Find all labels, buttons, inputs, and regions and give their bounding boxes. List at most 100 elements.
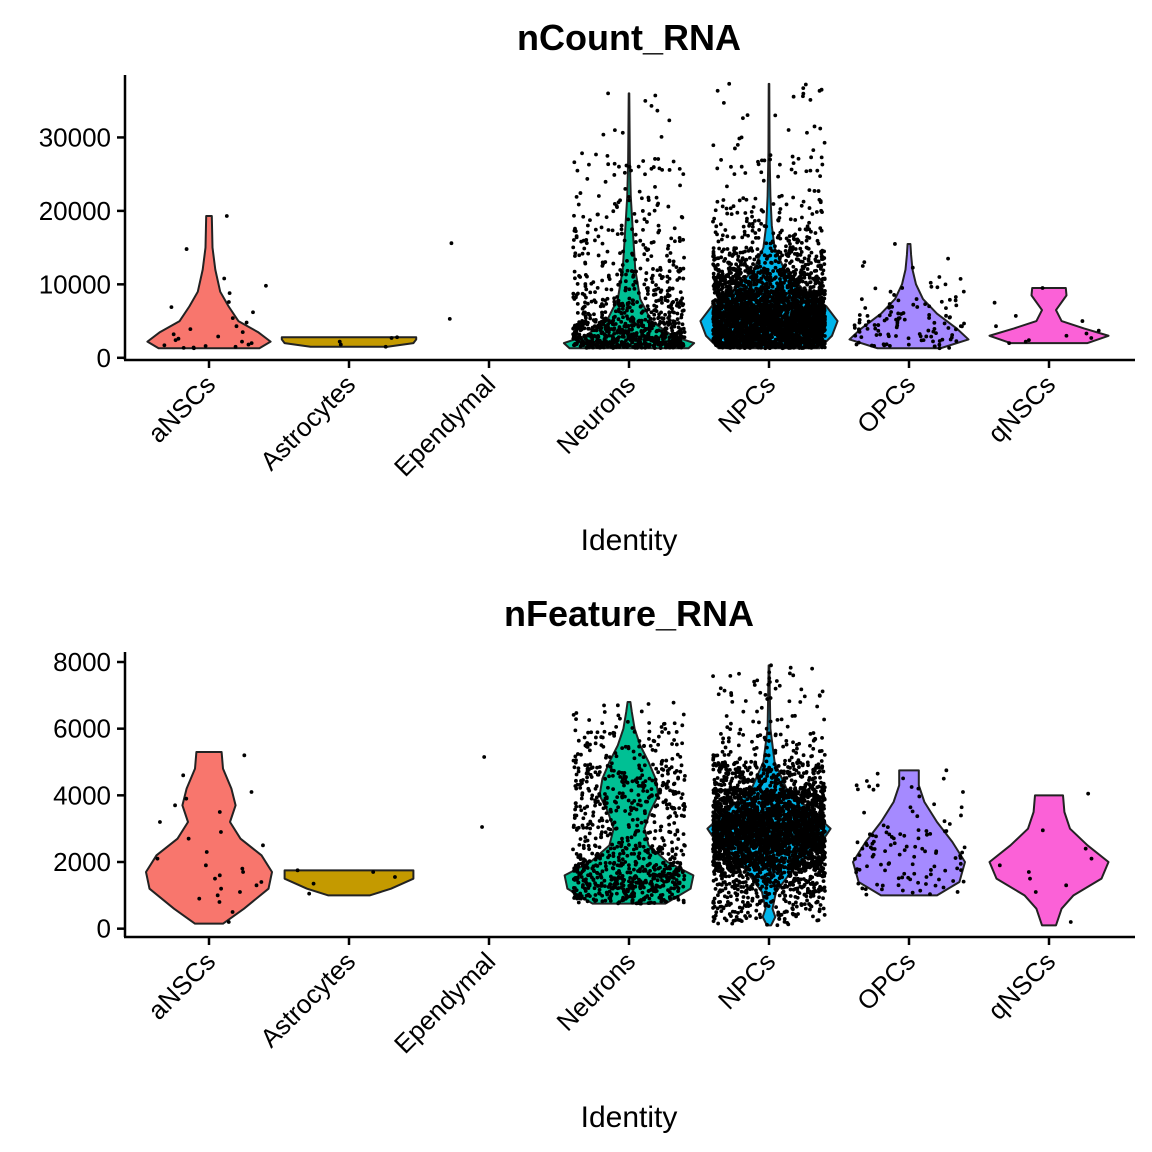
data-point (571, 238, 576, 242)
data-point (588, 826, 593, 831)
data-point (621, 249, 625, 254)
data-point (665, 785, 670, 790)
data-point (625, 301, 630, 306)
data-point (728, 287, 732, 292)
data-point (588, 316, 593, 321)
data-point (580, 151, 584, 156)
data-point (768, 157, 772, 162)
data-point (737, 341, 742, 346)
data-point (749, 209, 754, 214)
data-point (626, 330, 631, 335)
data-point (670, 286, 675, 291)
data-point (646, 195, 651, 200)
data-point (572, 269, 577, 274)
data-point (893, 242, 897, 246)
data-point (615, 336, 620, 341)
data-point (1040, 286, 1045, 290)
data-point (571, 291, 576, 296)
data-point (857, 317, 862, 322)
data-point (762, 253, 767, 258)
data-point (789, 327, 794, 332)
data-point (640, 864, 645, 869)
data-point (932, 344, 937, 349)
data-point (603, 179, 608, 184)
data-point (583, 811, 588, 816)
data-point (614, 203, 619, 208)
data-point (807, 298, 812, 303)
data-point (659, 288, 664, 293)
data-point (946, 256, 950, 261)
data-point (622, 783, 626, 788)
data-point (571, 332, 576, 337)
data-point (953, 295, 958, 299)
data-point (792, 233, 796, 238)
data-point (609, 761, 614, 766)
data-point (793, 170, 798, 175)
data-point (577, 253, 582, 258)
data-point (715, 262, 720, 267)
y-tick-label: 4000 (53, 780, 111, 810)
data-point (739, 306, 744, 311)
data-point (876, 323, 881, 327)
data-point (615, 795, 620, 799)
data-point (592, 886, 597, 891)
data-point (947, 345, 952, 350)
data-point (776, 260, 781, 265)
data-point (663, 312, 668, 317)
data-point (765, 255, 770, 260)
data-point (755, 278, 760, 283)
data-point (641, 159, 646, 163)
data-point (673, 340, 678, 344)
data-point (822, 140, 827, 145)
data-point (619, 310, 624, 315)
data-point (719, 237, 724, 242)
data-point (711, 254, 716, 259)
data-point (582, 326, 587, 331)
data-point (733, 285, 738, 290)
data-point (666, 243, 671, 248)
data-point (605, 833, 610, 838)
data-point (632, 211, 637, 216)
data-point (653, 804, 658, 809)
data-point (203, 344, 208, 348)
data-point (881, 342, 886, 347)
data-point (587, 326, 591, 331)
points-ependymal (480, 755, 487, 829)
data-point (615, 272, 620, 277)
data-point (732, 235, 736, 240)
data-point (580, 793, 585, 797)
data-point (615, 703, 620, 708)
x-tick-label: qNSCs (982, 369, 1061, 448)
data-point (783, 338, 788, 343)
data-point (573, 336, 578, 341)
data-point (675, 331, 680, 335)
data-point (623, 779, 628, 784)
data-point (820, 210, 824, 215)
data-point (765, 299, 769, 304)
data-point (761, 209, 765, 214)
data-point (923, 302, 928, 307)
data-point (647, 736, 651, 741)
data-point (642, 763, 647, 768)
data-point (216, 334, 221, 339)
data-point (650, 320, 655, 325)
data-point (738, 324, 743, 329)
data-point (798, 246, 803, 251)
data-point (734, 282, 738, 287)
data-point (639, 709, 644, 714)
data-point (620, 836, 624, 841)
data-point (676, 776, 680, 781)
data-point (758, 319, 763, 324)
data-point (747, 282, 751, 287)
data-point (656, 342, 661, 347)
data-point (753, 338, 758, 342)
data-point (755, 265, 760, 270)
data-point (622, 310, 627, 315)
data-point (894, 334, 898, 338)
data-point (804, 324, 809, 329)
data-point (577, 274, 581, 278)
data-point (659, 329, 664, 334)
data-point (720, 204, 725, 209)
data-point (654, 283, 658, 287)
